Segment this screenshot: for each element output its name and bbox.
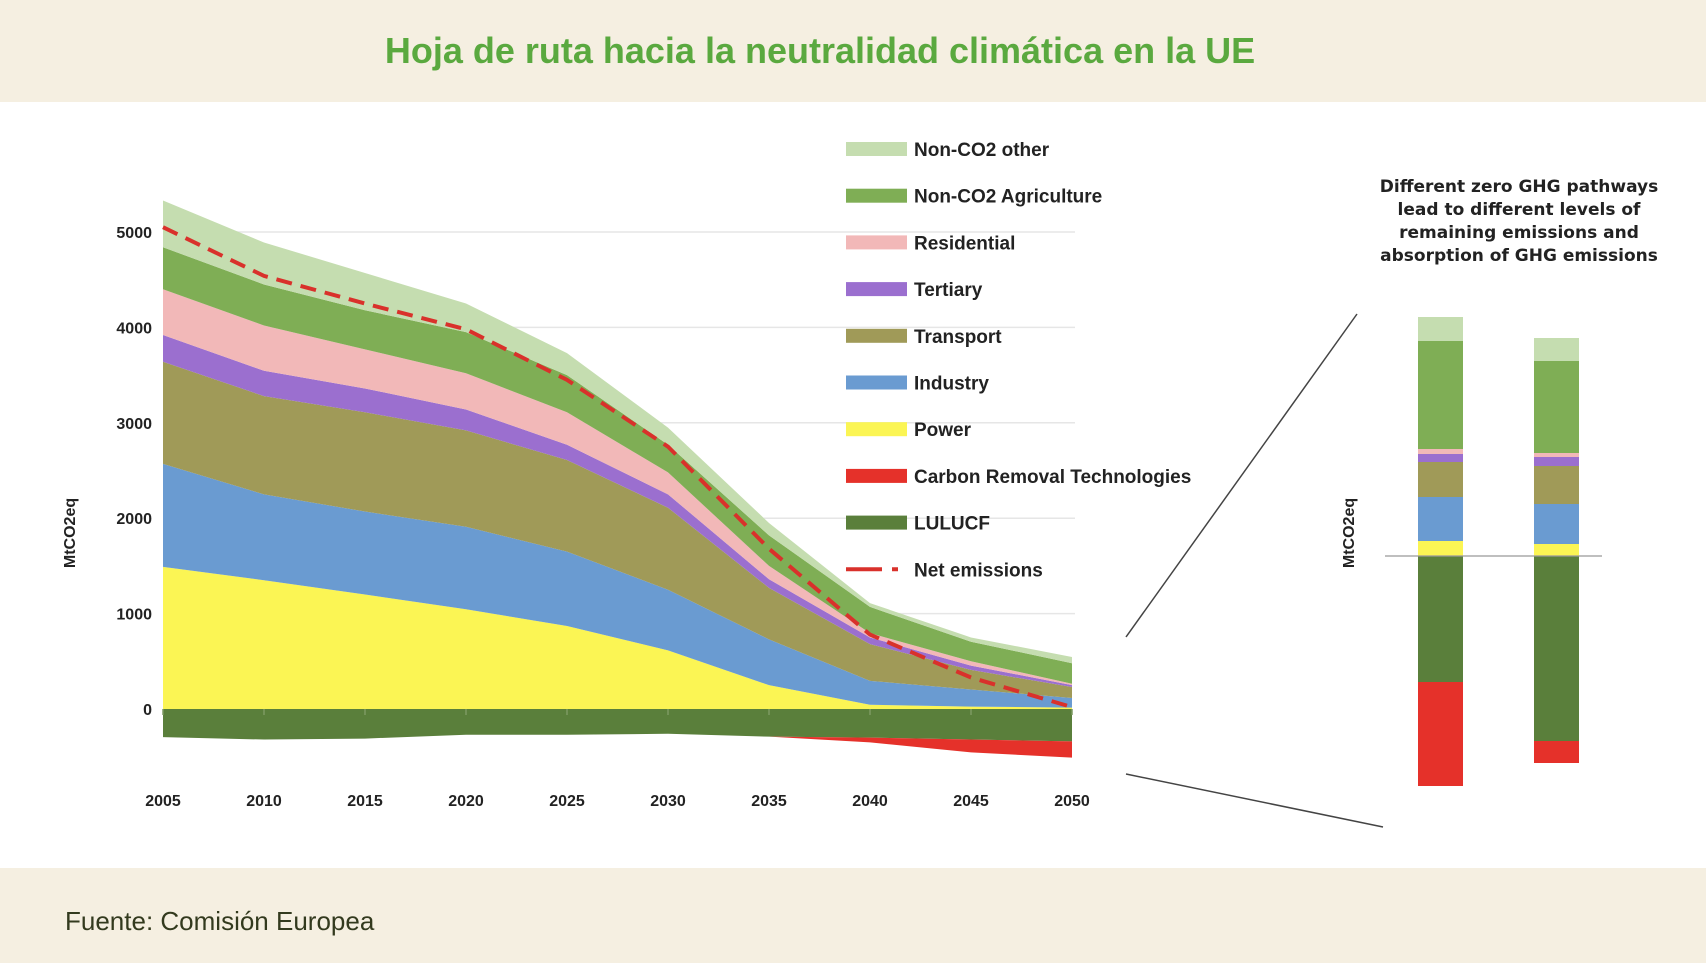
bar-segment-industry: [1534, 504, 1579, 544]
bar-segment-power: [1534, 544, 1579, 556]
legend-swatch: [846, 142, 907, 156]
x-tick-label: 2005: [145, 793, 181, 810]
bar-segment-residential: [1534, 453, 1579, 457]
y-tick-label: 2000: [116, 511, 152, 528]
area-residential: [163, 289, 1072, 686]
y-tick-label: 3000: [116, 416, 152, 433]
side-panel-title: Different zero GHG pathways lead to diff…: [1380, 177, 1658, 266]
y-tick-label: 1000: [116, 607, 152, 624]
legend-label: Non-CO2 Agriculture: [914, 187, 1102, 208]
x-tick-label: 2025: [549, 793, 585, 810]
y-tick-label: 5000: [116, 225, 152, 242]
legend-label: Residential: [914, 233, 1015, 254]
legend-item: LULUCF: [846, 514, 990, 535]
area-transport: [163, 361, 1072, 699]
legend-swatch: [846, 235, 907, 250]
legend-label: Non-CO2 other: [914, 140, 1050, 161]
bar-segment-residential: [1418, 449, 1463, 454]
x-axis: 2005 2010 2015 2020 2025 2030 2035 2040 2045 2050: [145, 709, 1090, 810]
bar-segment-non-co2-other: [1418, 317, 1463, 341]
zoom-line-upper: [1125, 313, 1358, 638]
footer-band: Fuente: Comisión Europea: [0, 868, 1706, 963]
area-industry: [163, 463, 1072, 708]
bar-segment-transport: [1418, 462, 1463, 497]
area-lulucf: [163, 709, 1072, 742]
bar-segment-tertiary: [1534, 457, 1579, 466]
legend-swatch: [846, 422, 907, 437]
legend-item: Tertiary: [846, 280, 983, 301]
page-title: Hoja de ruta hacia la neutralidad climát…: [384, 30, 1256, 71]
legend-item: Residential: [846, 233, 1015, 254]
side-title-line: Different zero GHG pathways: [1380, 177, 1658, 197]
bar-segment-power: [1418, 541, 1463, 556]
x-tick-label: 2030: [650, 793, 686, 810]
bar-segment-non-co2-agriculture: [1418, 341, 1463, 449]
side-bars: [1418, 317, 1579, 786]
y-axis: 0 1000 2000 3000 4000 5000: [116, 225, 152, 719]
x-tick-label: 2010: [246, 793, 282, 810]
x-tick-label: 2045: [953, 793, 989, 810]
bar-segment-tertiary: [1418, 454, 1463, 462]
side-title-line: remaining emissions and: [1399, 223, 1639, 243]
zoom-connector-lines: [1125, 313, 1384, 828]
legend-swatch: [846, 328, 907, 343]
x-tick-label: 2020: [448, 793, 484, 810]
legend-label: Carbon Removal Technologies: [914, 467, 1191, 488]
legend-swatch: [846, 468, 907, 483]
x-tick-label: 2050: [1054, 793, 1090, 810]
legend-label: Industry: [914, 374, 989, 395]
legend-label: Net emissions: [914, 560, 1043, 581]
legend-label: Transport: [914, 327, 1002, 348]
legend-label: Power: [914, 420, 972, 441]
legend-item: Industry: [846, 374, 989, 395]
bar-segment-transport: [1534, 466, 1579, 504]
area-carbon-removal-technologies: [163, 733, 1072, 758]
zoom-line-lower: [1125, 773, 1384, 828]
line-net-emissions: [162, 225, 1073, 710]
legend-item: Net emissions: [846, 560, 1043, 581]
bar-segment-industry: [1418, 497, 1463, 541]
area-non-co2-other: [163, 200, 1072, 664]
side-title-line: absorption of GHG emissions: [1380, 246, 1658, 266]
area-power: [163, 566, 1072, 709]
legend-item: Non-CO2 Agriculture: [846, 187, 1102, 208]
bar-segment-carbon-removal-technologies: [1418, 682, 1463, 786]
side-y-axis-label: MtCO2eq: [1341, 498, 1358, 568]
bar-segment-lulucf: [1534, 556, 1579, 741]
legend-label: LULUCF: [914, 514, 990, 535]
side-title-line: lead to different levels of: [1398, 200, 1642, 220]
bar-segment-lulucf: [1418, 556, 1463, 682]
x-tick-label: 2035: [751, 793, 787, 810]
x-tick-label: 2040: [852, 793, 888, 810]
legend-swatch: [846, 375, 907, 390]
legend-label: Tertiary: [914, 280, 983, 301]
legend-swatch: [846, 515, 907, 530]
legend-item: Transport: [846, 327, 1002, 348]
x-tick-label: 2015: [347, 793, 383, 810]
area-non-co2-agriculture: [163, 247, 1072, 684]
bar-segment-non-co2-agriculture: [1534, 361, 1579, 453]
bar-segment-non-co2-other: [1534, 338, 1579, 361]
legend-item: Non-CO2 other: [846, 140, 1050, 161]
y-axis-label: MtCO2eq: [62, 498, 79, 568]
area-tertiary: [163, 335, 1072, 688]
y-tick-label: 4000: [116, 320, 152, 337]
legend-item: Carbon Removal Technologies: [846, 467, 1191, 488]
legend-swatch: [846, 282, 907, 297]
legend-item: Power: [846, 420, 972, 441]
y-tick-label: 0: [143, 702, 152, 719]
header-band: Hoja de ruta hacia la neutralidad climát…: [0, 0, 1706, 102]
legend: Non-CO2 other Non-CO2 Agriculture Resident…: [846, 140, 1191, 581]
bar-segment-carbon-removal-technologies: [1534, 741, 1579, 763]
legend-swatch: [846, 188, 907, 203]
source-note: Fuente: Comisión Europea: [65, 906, 375, 936]
area-series: [162, 200, 1073, 758]
